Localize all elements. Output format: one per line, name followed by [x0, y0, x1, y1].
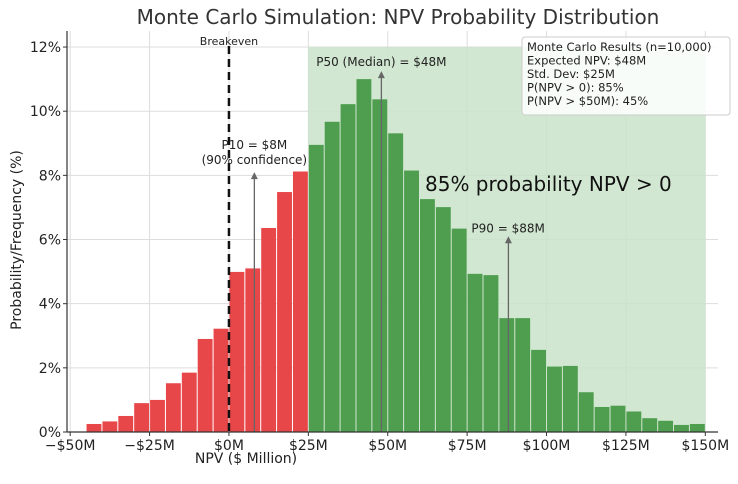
breakeven-label: Breakeven — [200, 35, 258, 48]
stats-line: P(NPV > 0): 85% — [527, 81, 624, 95]
positive-npv-bar — [674, 424, 689, 432]
positive-npv-bar — [578, 392, 594, 432]
positive-npv-bar — [356, 79, 372, 433]
positive-npv-bar — [499, 318, 515, 432]
negative-npv-bar — [261, 227, 277, 432]
negative-npv-bar — [213, 328, 229, 432]
negative-npv-bar — [86, 423, 102, 432]
negative-npv-bar — [181, 372, 197, 432]
arrow-head-icon — [504, 236, 512, 244]
axes: −$50M −$25M $0M $25M $50M $75M $100M $125M $150M… — [30, 31, 729, 454]
stats-line: Monte Carlo Results (n=10,000) — [527, 40, 712, 54]
positive-npv-bar — [324, 121, 340, 432]
positive-npv-bar — [435, 207, 451, 432]
x-tick-label: $125M — [602, 438, 650, 454]
y-tick-label: 10% — [30, 104, 61, 120]
negative-npv-bar — [229, 271, 245, 432]
percentile-label: P10 = $8M — [221, 138, 287, 152]
arrow-head-icon — [377, 71, 385, 79]
percentile-label: P90 = $88M — [471, 221, 544, 235]
annotations: Breakeven P10 = $8M(90% confidence) P50 (M… — [200, 35, 672, 432]
positive-npv-bar — [483, 275, 499, 432]
negative-npv-bar — [277, 192, 292, 432]
stats-line: Std. Dev: $25M — [527, 67, 615, 81]
y-tick-label: 12% — [30, 40, 61, 56]
x-tick-label: −$50M — [45, 438, 96, 454]
y-tick-label: 0% — [39, 425, 61, 441]
positive-npv-bar — [531, 349, 547, 432]
stats-box: Monte Carlo Results (n=10,000)Expected N… — [521, 36, 731, 116]
positive-npv-bar — [419, 199, 435, 432]
positive-npv-bar — [658, 420, 674, 432]
positive-npv-bar — [340, 104, 356, 433]
percentile-label: P50 (Median) = $48M — [316, 55, 446, 69]
y-tick-label: 6% — [39, 233, 61, 249]
x-tick-label: $50M — [368, 438, 407, 454]
positive-npv-bar — [308, 144, 324, 432]
negative-npv-bar — [245, 268, 261, 432]
stats-line: Expected NPV: $48M — [527, 54, 646, 68]
arrow-head-icon — [250, 172, 258, 180]
positive-npv-bar — [547, 366, 562, 432]
x-tick-label: −$25M — [124, 438, 175, 454]
bars — [86, 79, 705, 433]
x-tick-label: $150M — [681, 438, 729, 454]
positive-npv-bar — [642, 418, 658, 432]
positive-npv-bar — [404, 170, 419, 432]
positive-npv-bar — [451, 228, 467, 432]
positive-npv-bar — [610, 405, 626, 432]
positive-npv-bar — [626, 411, 642, 432]
positive-npv-bar — [515, 318, 531, 432]
stats-box-background — [521, 36, 731, 116]
stats-line: P(NPV > $50M): 45% — [527, 94, 648, 108]
negative-npv-bar — [165, 383, 181, 432]
chart-title: Monte Carlo Simulation: NPV Probability … — [137, 5, 660, 29]
negative-npv-bar — [118, 415, 134, 432]
y-tick-label: 2% — [39, 361, 61, 377]
y-axis-label: Probability/Frequency (%) — [9, 150, 25, 330]
x-axis-label: NPV ($ Million) — [195, 451, 297, 467]
x-tick-label: $0M — [214, 438, 244, 454]
x-tick-label: $75M — [448, 438, 487, 454]
positive-npv-bar — [467, 273, 483, 432]
positive-npv-bar — [594, 406, 610, 432]
positive-npv-bar — [388, 133, 404, 432]
x-tick-label: $100M — [523, 438, 571, 454]
negative-npv-bar — [150, 399, 165, 432]
percentile-sublabel: (90% confidence) — [202, 153, 308, 167]
x-tick-label: $25M — [289, 438, 328, 454]
positive-npv-bar — [562, 365, 578, 432]
y-tick-label: 4% — [39, 297, 61, 313]
negative-npv-bar — [292, 171, 308, 432]
y-tick-label: 8% — [39, 168, 61, 184]
negative-npv-bar — [102, 421, 118, 432]
positive-npv-bar — [372, 99, 388, 433]
negative-npv-bar — [197, 338, 213, 432]
positive-npv-bar — [689, 423, 705, 432]
negative-npv-bar — [134, 403, 150, 432]
probability-annotation: 85% probability NPV > 0 — [425, 172, 672, 196]
